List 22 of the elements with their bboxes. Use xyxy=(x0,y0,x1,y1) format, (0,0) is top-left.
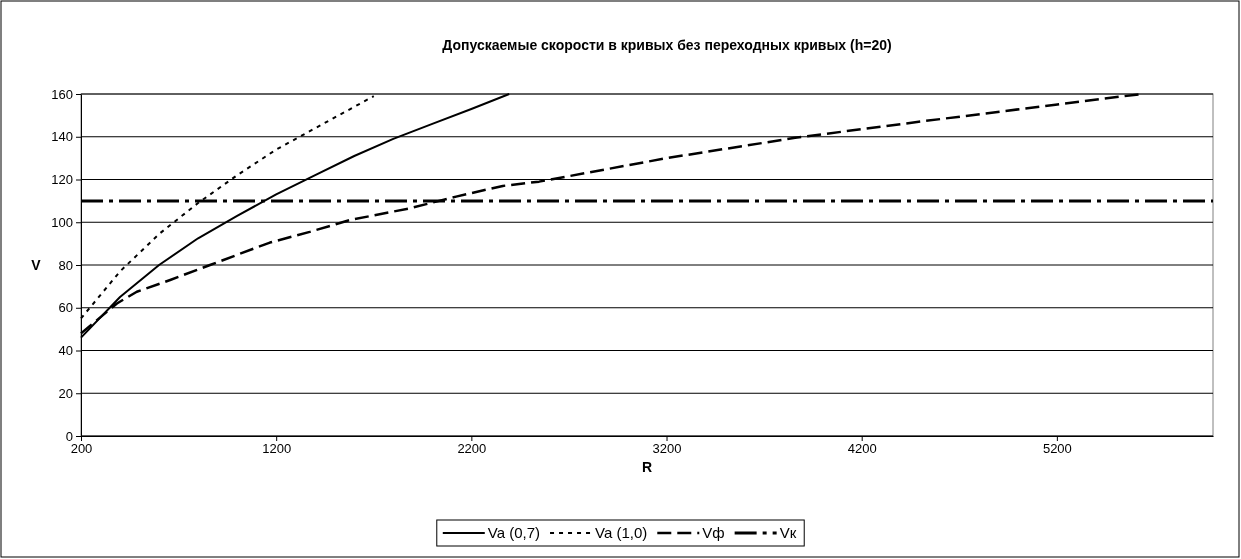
legend-label: Vк xyxy=(779,524,797,541)
y-tick-label: 120 xyxy=(51,172,73,188)
y-axis-title: V xyxy=(31,257,42,273)
y-tick-label: 140 xyxy=(51,129,73,145)
x-tick-label: 5200 xyxy=(1042,441,1072,457)
y-tick-label: 60 xyxy=(58,300,73,316)
legend-label: Vф xyxy=(702,524,725,541)
legend-label: Va (1,0) xyxy=(595,524,648,541)
x-tick-label: 3200 xyxy=(652,441,682,457)
y-tick-label: 80 xyxy=(58,257,73,273)
y-tick-label: 20 xyxy=(58,385,73,401)
legend-label: Va (0,7) xyxy=(487,524,541,541)
x-tick-label: 2200 xyxy=(457,441,487,457)
x-tick-label: 4200 xyxy=(847,441,877,457)
y-tick-label: 40 xyxy=(58,343,73,359)
x-tick-label: 1200 xyxy=(262,441,292,457)
x-axis-title: R xyxy=(641,459,653,475)
y-tick-label: 160 xyxy=(51,86,73,102)
y-tick-label: 0 xyxy=(65,428,73,444)
x-tick-label: 200 xyxy=(70,441,93,457)
y-tick-label: 100 xyxy=(51,214,73,230)
chart-title: Допускаемые скорости в кривых без переходных кривых (h=20) xyxy=(442,37,892,53)
